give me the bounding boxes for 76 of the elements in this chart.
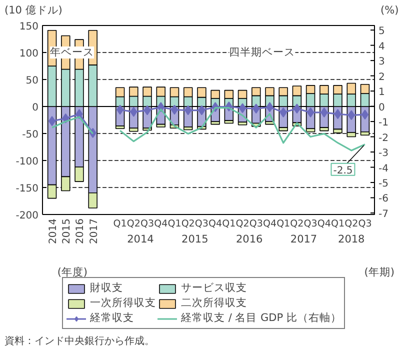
y-tick-label: -50: [22, 130, 39, 140]
y-tick-label: 100: [19, 48, 39, 60]
y2-tick-label: -6: [378, 194, 388, 205]
point: [144, 105, 151, 116]
annotation: 年ベース: [50, 46, 94, 58]
y-tick-label: 150: [19, 22, 39, 32]
x-tick-label: Q3: [194, 218, 208, 230]
x-tick-label: Q2: [126, 218, 140, 230]
x-tick-label: Q4: [317, 218, 331, 230]
x-tick-label: 2017: [88, 218, 100, 244]
data-label: -2.5: [333, 165, 353, 176]
x-tick-label: 2016: [75, 218, 86, 244]
x-tick-label: Q2: [344, 218, 358, 230]
x-tick-label: Q1: [113, 218, 127, 230]
y2-axis-title: (%): [380, 4, 399, 16]
y2-tick-label: 4: [378, 41, 385, 52]
point: [320, 107, 328, 118]
point: [293, 104, 300, 114]
x-tick-label: Q1: [168, 218, 182, 230]
point: [170, 104, 178, 115]
y2-tick-label: 5: [378, 26, 385, 38]
point: [348, 110, 355, 120]
y2-tick-label: 2: [378, 72, 385, 83]
y2-tick-label: 3: [378, 56, 385, 68]
y2-tick-label: -7: [378, 208, 388, 220]
y-tick-label: -100: [16, 156, 39, 168]
y2-tick-label: 1: [378, 87, 385, 98]
point: [198, 105, 206, 116]
y2-tick-label: 0: [378, 102, 385, 114]
point: [252, 104, 260, 114]
point: [130, 106, 138, 117]
y-axis-title: (10 億ドル): [4, 4, 62, 16]
x-tick-label: Q3: [140, 218, 154, 230]
text: (年度): [57, 266, 88, 278]
text: (年期): [364, 266, 395, 278]
y-tick-label: -200: [16, 210, 39, 222]
x-tick-label: Q4: [154, 218, 168, 230]
x-tick-label: Q4: [208, 218, 222, 230]
legend-label: 財収支: [90, 281, 123, 295]
y-tick-label: -150: [16, 184, 39, 194]
x-tick-label: Q1: [222, 218, 236, 230]
point: [307, 107, 314, 118]
point: [280, 107, 287, 118]
x-tick-label: Q2: [236, 218, 250, 230]
text: 2018: [338, 234, 365, 246]
point: [334, 109, 342, 120]
legend-label: サービス収支: [181, 281, 247, 295]
point: [116, 104, 124, 115]
annotation: 四半期ベース: [229, 46, 296, 58]
point: [48, 116, 56, 126]
x-tick-label: Q4: [262, 218, 276, 230]
x-tick-label: Q2: [290, 218, 304, 230]
legend-label: 経常収支 / 名目 GDP 比（右軸）: [181, 311, 342, 325]
x-tick-label: Q2: [181, 218, 195, 230]
point: [266, 102, 274, 112]
text: 資料：インド中央銀行から作成。: [4, 335, 154, 347]
y2-tick-label: -5: [378, 178, 388, 190]
x-tick-label: Q3: [304, 218, 318, 230]
y-tick-label: 50: [26, 76, 39, 86]
x-tick-label: 2014: [48, 218, 60, 244]
x-tick-label: Q1: [276, 218, 290, 230]
legend-label: 二次所得収支: [181, 296, 247, 310]
point: [239, 103, 246, 114]
y-tick-label: 0: [32, 102, 39, 114]
x-tick-label: Q3: [358, 218, 372, 230]
y2-tick-label: -1: [378, 118, 388, 129]
point: [184, 105, 192, 116]
x-tick-label: Q1: [331, 218, 345, 230]
legend-label: 一次所得収支: [90, 296, 156, 310]
y2-tick-label: -2: [378, 132, 388, 144]
y2-tick-label: -3: [378, 148, 388, 160]
y2-tick-label: -4: [378, 163, 388, 174]
x-tick-label: Q3: [249, 218, 263, 230]
x-tick-label: 2015: [62, 218, 73, 244]
point: [361, 110, 368, 120]
legend-label: 経常収支: [90, 311, 134, 325]
